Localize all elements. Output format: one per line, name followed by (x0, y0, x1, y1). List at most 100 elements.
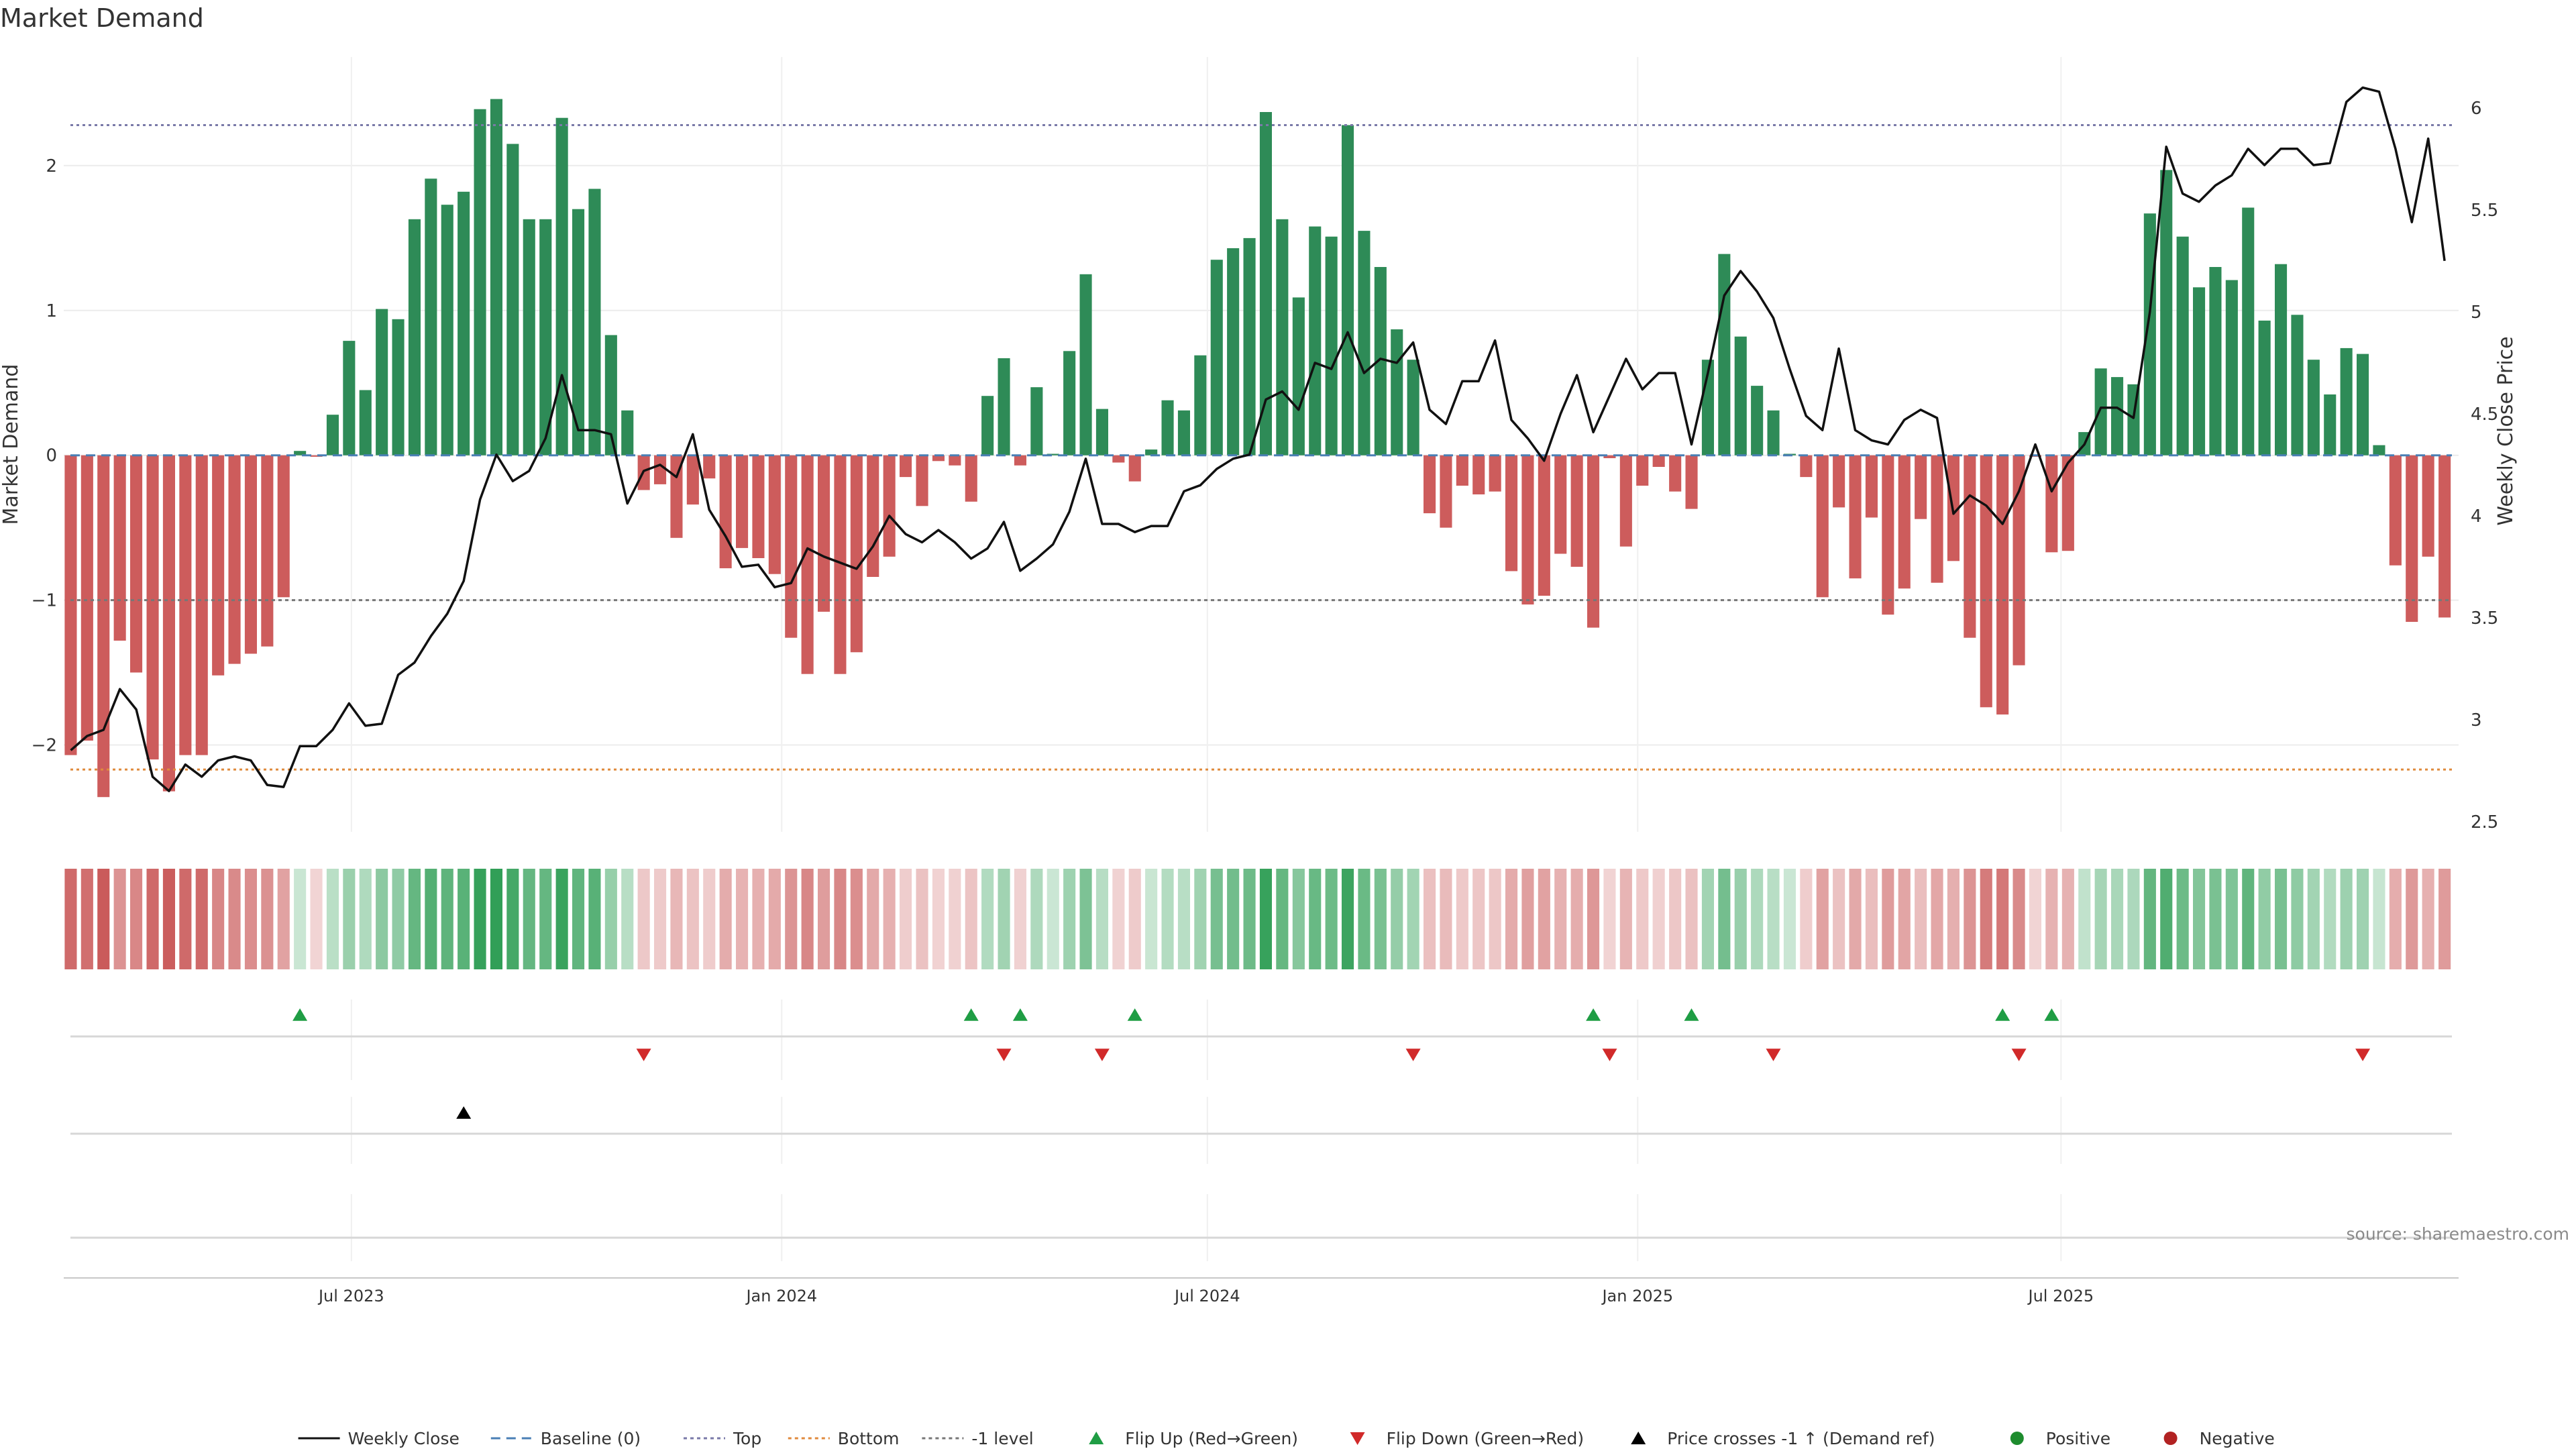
strip-cell (654, 869, 667, 969)
strip-cell (1292, 869, 1305, 969)
strip-cell (1128, 869, 1141, 969)
demand-bar (1046, 453, 1059, 455)
y-tick-label: −2 (32, 735, 57, 755)
strip-cell (1947, 869, 1960, 969)
strip-cell (1833, 869, 1845, 969)
demand-bar (2242, 207, 2255, 455)
strip-cell (113, 869, 126, 969)
strip-cell (244, 869, 257, 969)
strip-cell (2012, 869, 2025, 969)
demand-bar (768, 455, 781, 574)
demand-bar (719, 455, 732, 569)
strip-cell (1194, 869, 1207, 969)
flip-up-marker (1012, 1008, 1028, 1021)
strip-cell (1145, 869, 1158, 969)
flip-down-marker (2355, 1049, 2371, 1061)
legend-item: -1 level (922, 1429, 1034, 1448)
demand-bar (1194, 355, 1207, 455)
strip-cell (1652, 869, 1665, 969)
demand-bar (981, 396, 994, 455)
demand-bar (604, 335, 617, 455)
strip-cell (458, 869, 470, 969)
demand-bar (2373, 445, 2385, 455)
strip-cell (572, 869, 585, 969)
strip-cell (604, 869, 617, 969)
strip-cell (1407, 869, 1419, 969)
demand-bar (113, 455, 126, 641)
legend-swatch (1350, 1432, 1365, 1445)
demand-bar (376, 309, 388, 455)
strip-cell (1898, 869, 1911, 969)
demand-bar (2291, 315, 2304, 455)
demand-bar (2176, 236, 2189, 455)
strip-cell (2307, 869, 2320, 969)
x-tick-label: Jul 2023 (317, 1287, 384, 1305)
strip-cell (130, 869, 143, 969)
strip-cell (2045, 869, 2058, 969)
y-tick-label: 1 (46, 301, 57, 321)
demand-bar (1882, 455, 1894, 615)
strip-cell (555, 869, 568, 969)
strip-cell (1964, 869, 1976, 969)
demand-bar (2275, 264, 2288, 455)
strip-cell (621, 869, 634, 969)
strip-cell (490, 869, 502, 969)
demand-bar (244, 455, 257, 654)
strip-cell (900, 869, 912, 969)
strip-cell (1079, 869, 1092, 969)
demand-bar (1325, 236, 1338, 455)
strip-cell (1309, 869, 1322, 969)
strip-cell (539, 869, 552, 969)
demand-bar (752, 455, 765, 558)
demand-bar (130, 455, 143, 673)
strip-cell (1685, 869, 1698, 969)
demand-bar (1554, 455, 1567, 554)
strip-cell (1538, 869, 1550, 969)
strip-cell (1227, 869, 1240, 969)
strip-cell (719, 869, 732, 969)
flip-up-marker (963, 1008, 979, 1021)
chart-title: Market Demand (0, 3, 204, 33)
flip-up-marker (292, 1008, 308, 1021)
strip-cell (2061, 869, 2074, 969)
weekly-close-line (70, 86, 2446, 792)
strip-cell (1980, 869, 1992, 969)
demand-bar (425, 178, 437, 455)
strip-cell (1865, 869, 1878, 969)
demand-bar (1538, 455, 1550, 596)
demand-bar (294, 451, 307, 455)
y2-tick-label: 4.5 (2471, 405, 2498, 425)
strip-cell (162, 869, 175, 969)
demand-bar (64, 455, 77, 755)
demand-bar (2438, 455, 2451, 618)
strip-cell (2422, 869, 2434, 969)
strip-cell (80, 869, 93, 969)
flip-down-marker (2011, 1049, 2027, 1061)
strip-cell (64, 869, 77, 969)
legend-item: Positive (2010, 1429, 2110, 1448)
demand-color-strip (64, 869, 2451, 969)
demand-bar (80, 455, 93, 741)
strip-cell (523, 869, 535, 969)
demand-bar (1440, 455, 1452, 528)
demand-bar (1734, 336, 1747, 455)
strip-cell (1931, 869, 1943, 969)
strip-cell (2193, 869, 2206, 969)
demand-bar (1652, 455, 1665, 467)
legend-item: Negative (2163, 1429, 2275, 1448)
demand-bar (1489, 455, 1501, 492)
strip-cell (1358, 869, 1371, 969)
demand-bar (2094, 368, 2107, 455)
strip-cell (277, 869, 290, 969)
demand-bar (1718, 254, 1731, 455)
strip-cell (2373, 869, 2385, 969)
demand-bar (703, 455, 716, 479)
strip-cell (916, 869, 928, 969)
strip-cell (1456, 869, 1468, 969)
strip-cell (2176, 869, 2189, 969)
demand-bar (1063, 351, 1076, 455)
demand-bar (834, 455, 847, 674)
legend-label: Negative (2200, 1429, 2275, 1448)
strip-cell (474, 869, 486, 969)
strip-cell (1521, 869, 1534, 969)
